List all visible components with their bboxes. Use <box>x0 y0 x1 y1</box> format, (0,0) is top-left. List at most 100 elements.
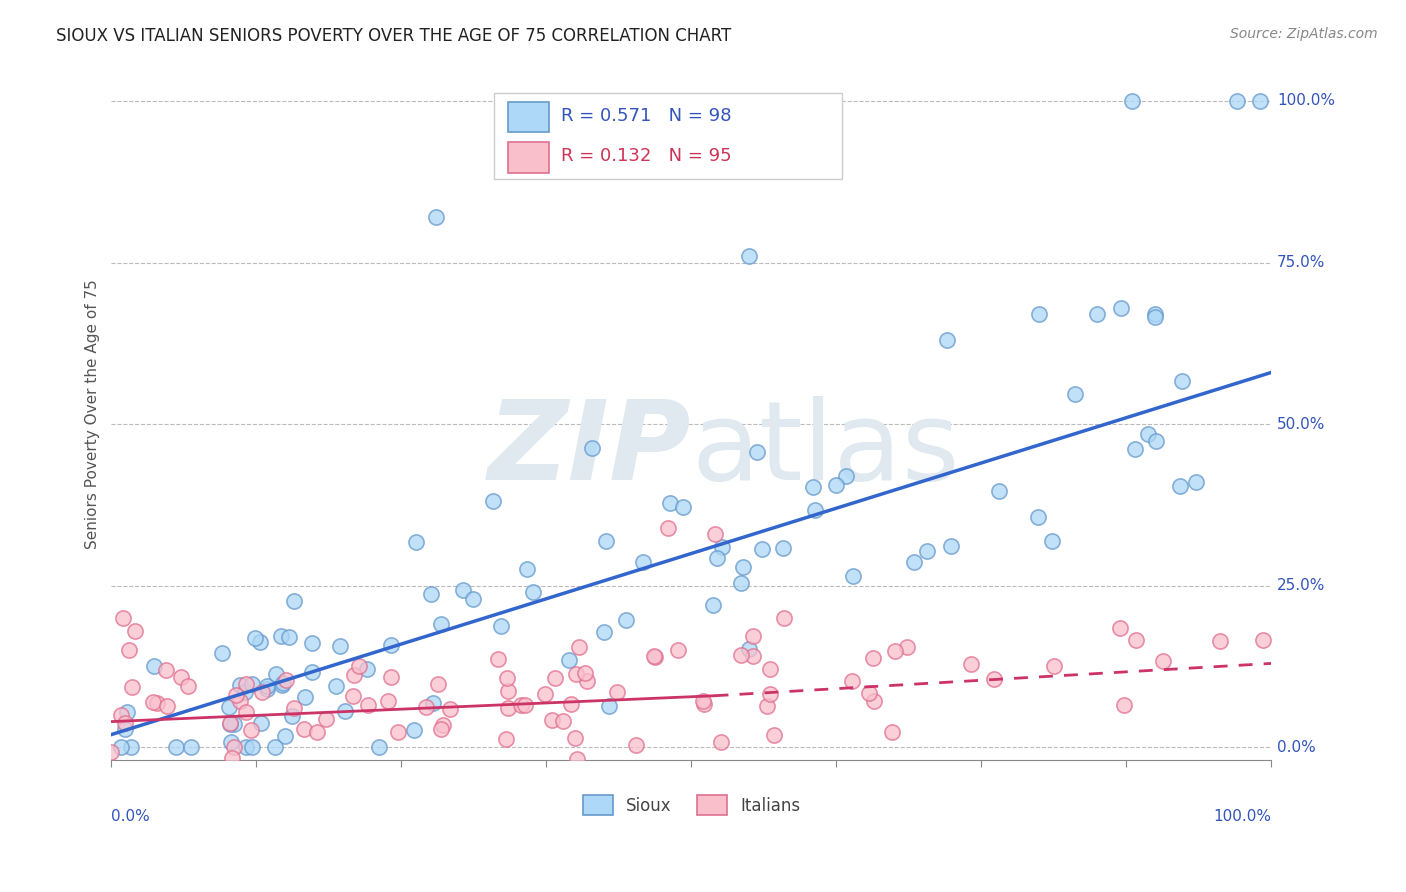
Point <box>574 666 596 681</box>
Text: 25.0%: 25.0% <box>1277 578 1326 593</box>
Point <box>415 699 437 714</box>
Point <box>218 700 240 714</box>
Point <box>983 672 1005 686</box>
Point <box>960 657 983 672</box>
Point <box>1152 654 1174 668</box>
Point <box>278 630 301 644</box>
Point <box>387 725 409 739</box>
Point <box>496 684 519 698</box>
Point <box>560 698 582 712</box>
Point <box>614 613 637 627</box>
Point <box>862 650 884 665</box>
Point <box>939 539 962 553</box>
Point <box>343 668 366 682</box>
Point <box>1225 94 1247 108</box>
Point <box>121 680 143 694</box>
Point <box>146 696 169 710</box>
Point <box>243 632 266 646</box>
Point <box>430 722 453 736</box>
Text: 75.0%: 75.0% <box>1277 255 1326 270</box>
Point <box>461 591 484 606</box>
Point <box>155 663 177 677</box>
Point <box>581 441 603 455</box>
Point <box>1125 633 1147 648</box>
Point <box>229 763 252 777</box>
Point <box>883 644 905 658</box>
Point <box>763 728 786 742</box>
Point <box>706 551 728 566</box>
Text: ZIP: ZIP <box>488 395 692 502</box>
Text: 0.0%: 0.0% <box>1277 740 1316 755</box>
Point <box>824 478 846 492</box>
Point <box>225 689 247 703</box>
Point <box>224 740 246 755</box>
Point <box>1143 310 1166 324</box>
Point <box>1144 307 1167 321</box>
Text: atlas: atlas <box>692 395 960 502</box>
Point <box>240 723 263 738</box>
Legend: Sioux, Italians: Sioux, Italians <box>576 789 807 822</box>
Point <box>114 716 136 731</box>
Point <box>755 699 778 714</box>
Point <box>292 722 315 736</box>
Point <box>1249 94 1271 108</box>
Point <box>1209 634 1232 648</box>
FancyBboxPatch shape <box>494 93 842 179</box>
Point <box>315 712 337 726</box>
Text: SIOUX VS ITALIAN SENIORS POVERTY OVER THE AGE OF 75 CORRELATION CHART: SIOUX VS ITALIAN SENIORS POVERTY OVER TH… <box>56 27 731 45</box>
Point <box>773 611 796 625</box>
Point <box>624 739 647 753</box>
Point <box>551 714 574 729</box>
Point <box>710 735 733 749</box>
Point <box>221 735 243 749</box>
Point <box>863 694 886 708</box>
Point <box>422 696 444 710</box>
Point <box>250 684 273 698</box>
Point <box>1171 374 1194 388</box>
Point <box>841 674 863 689</box>
Point <box>380 638 402 652</box>
Point <box>489 619 512 633</box>
Point <box>276 673 298 687</box>
Point <box>439 702 461 716</box>
Point <box>264 740 287 755</box>
Point <box>738 641 761 656</box>
Text: 0.0%: 0.0% <box>111 809 150 824</box>
Point <box>903 555 925 569</box>
Point <box>110 708 132 723</box>
Point <box>281 709 304 723</box>
Point <box>1137 427 1160 442</box>
Point <box>142 695 165 709</box>
Point <box>1123 442 1146 457</box>
Point <box>124 624 146 638</box>
Point <box>534 687 557 701</box>
Point <box>564 731 586 745</box>
Point <box>644 649 666 664</box>
Point <box>240 740 263 755</box>
Point <box>741 649 763 664</box>
Point <box>516 562 538 576</box>
Point <box>703 527 725 541</box>
Point <box>541 713 564 727</box>
Point <box>301 635 323 649</box>
Point <box>451 583 474 598</box>
Point <box>606 684 628 698</box>
Point <box>565 667 588 681</box>
Point <box>377 694 399 708</box>
Point <box>801 480 824 494</box>
Point <box>730 648 752 662</box>
Point <box>404 723 426 737</box>
Point <box>742 629 765 643</box>
Point <box>711 540 734 554</box>
Point <box>858 686 880 700</box>
Point <box>1043 659 1066 673</box>
Point <box>598 699 620 714</box>
FancyBboxPatch shape <box>508 102 548 132</box>
Y-axis label: Seniors Poverty Over the Age of 75: Seniors Poverty Over the Age of 75 <box>86 279 100 549</box>
Point <box>1109 621 1132 635</box>
Point <box>264 667 287 681</box>
Point <box>356 662 378 676</box>
Point <box>880 725 903 739</box>
Point <box>273 729 295 743</box>
Point <box>170 670 193 684</box>
